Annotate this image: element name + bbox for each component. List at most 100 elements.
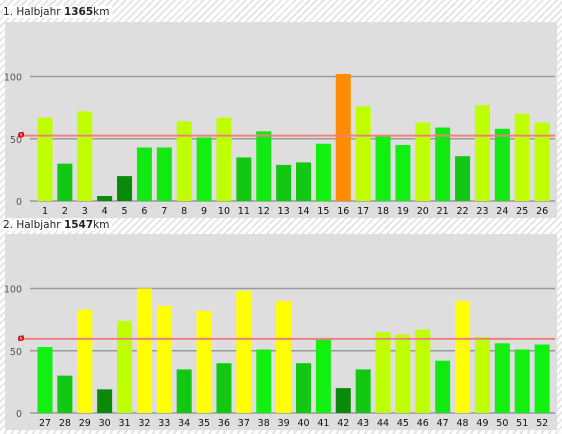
chart1-xtick-label: 1 bbox=[42, 206, 48, 217]
chart1-xtick-label: 12 bbox=[258, 206, 270, 217]
chart1-average-symbol: ø bbox=[18, 130, 25, 141]
chart1-bar[interactable] bbox=[355, 106, 371, 201]
chart1-bar[interactable] bbox=[474, 105, 490, 201]
chart2-bar[interactable] bbox=[514, 349, 530, 413]
chart2-xtick-label: 49 bbox=[476, 418, 488, 429]
chart2-bar[interactable] bbox=[117, 320, 133, 413]
chart2-xtick-label: 39 bbox=[278, 418, 290, 429]
chart2-panel: 0 50 100 27 28 29 30 31 32 33 34 35 36 37 38 39 40 41 42 43… bbox=[4, 234, 557, 430]
chart2-bar[interactable] bbox=[355, 369, 371, 413]
chart2-xtick-label: 50 bbox=[496, 418, 508, 429]
chart2-title-prefix: 2. Halbjahr bbox=[3, 219, 61, 231]
chart1-bar[interactable] bbox=[236, 157, 252, 201]
chart1-bar[interactable] bbox=[335, 74, 351, 201]
chart1-xtick-label: 22 bbox=[457, 206, 469, 217]
chart1-xtick-label: 7 bbox=[161, 206, 167, 217]
chart2-xtick-label: 33 bbox=[158, 418, 170, 429]
chart2-bar[interactable] bbox=[216, 363, 232, 413]
chart1-xtick-label: 2 bbox=[62, 206, 68, 217]
chart2-bar[interactable] bbox=[97, 389, 113, 413]
chart2-xtick-label: 31 bbox=[118, 418, 130, 429]
chart2-bar[interactable] bbox=[534, 344, 550, 413]
chart1-bar[interactable] bbox=[136, 147, 152, 201]
chart2-bar[interactable] bbox=[296, 363, 311, 413]
chart1-bar[interactable] bbox=[395, 144, 411, 201]
chart1-bar[interactable] bbox=[256, 131, 272, 201]
chart2-bar[interactable] bbox=[256, 349, 272, 413]
chart2-ytick-label: 100 bbox=[5, 285, 22, 296]
chart2-bar[interactable] bbox=[335, 388, 351, 413]
chart1-bar[interactable] bbox=[216, 117, 232, 201]
chart1-bar[interactable] bbox=[534, 122, 550, 201]
chart1-bar[interactable] bbox=[514, 113, 530, 201]
chart1-bar[interactable] bbox=[117, 176, 133, 201]
chart2-xtick-label: 52 bbox=[536, 418, 548, 429]
chart2-xtick-label: 28 bbox=[59, 418, 71, 429]
chart2-bar[interactable] bbox=[77, 309, 93, 413]
chart1-title-value: 1365 bbox=[63, 6, 94, 18]
chart1-bar[interactable] bbox=[77, 111, 93, 201]
chart1-xtick-label: 10 bbox=[218, 206, 230, 217]
chart1-xtick-label: 11 bbox=[238, 206, 250, 217]
chart2-bar[interactable] bbox=[156, 305, 172, 413]
chart1-xtick-label: 5 bbox=[122, 206, 128, 217]
chart2-bar[interactable] bbox=[455, 300, 471, 413]
chart1-bar[interactable] bbox=[375, 136, 391, 201]
chart1-bar[interactable] bbox=[494, 128, 510, 201]
chart1-bar[interactable] bbox=[156, 147, 172, 201]
chart1-title-prefix: 1. Halbjahr bbox=[3, 6, 61, 18]
chart2-xtick-label: 34 bbox=[178, 418, 190, 429]
chart1-xtick-label: 25 bbox=[516, 206, 528, 217]
chart1-xtick-label: 23 bbox=[476, 206, 488, 217]
chart1-bar[interactable] bbox=[455, 156, 471, 201]
chart2-ytick-label: 0 bbox=[16, 409, 22, 420]
chart2-bar[interactable] bbox=[415, 329, 431, 413]
chart1-ytick-label: 0 bbox=[16, 197, 22, 208]
chart1-bar[interactable] bbox=[415, 122, 431, 201]
chart2-xtick-label: 44 bbox=[377, 418, 389, 429]
chart2-xtick-label: 38 bbox=[258, 418, 270, 429]
chart1-bar[interactable] bbox=[37, 117, 53, 201]
chart2-bar[interactable] bbox=[395, 334, 411, 413]
chart2-bar[interactable] bbox=[176, 369, 192, 413]
chart1-xtick-label: 6 bbox=[141, 206, 147, 217]
chart1-xtick-label: 14 bbox=[297, 206, 309, 217]
chart1-xtick-label: 24 bbox=[496, 206, 508, 217]
chart1-xtick-label: 17 bbox=[357, 206, 369, 217]
chart2-xtick-label: 37 bbox=[238, 418, 250, 429]
chart2-xtick-label: 30 bbox=[99, 418, 111, 429]
chart1-bar[interactable] bbox=[196, 137, 212, 201]
chart1-bar[interactable] bbox=[57, 163, 73, 201]
chart1-bar[interactable] bbox=[435, 127, 451, 201]
chart2-bar[interactable] bbox=[276, 300, 292, 413]
chart1-xtick-label: 4 bbox=[102, 206, 108, 217]
chart2-xtick-label: 42 bbox=[337, 418, 349, 429]
chart2-xtick-label: 29 bbox=[79, 418, 91, 429]
chart1-bar[interactable] bbox=[276, 164, 292, 201]
chart2-xtick-label: 46 bbox=[417, 418, 429, 429]
chart2-bar[interactable] bbox=[57, 375, 73, 413]
chart2-bar[interactable] bbox=[236, 290, 252, 413]
chart2-bar[interactable] bbox=[375, 332, 391, 413]
chart2-bar[interactable] bbox=[136, 288, 152, 414]
chart2-bar[interactable] bbox=[435, 360, 451, 413]
chart1-bar[interactable] bbox=[97, 196, 113, 201]
chart2-title-unit: km bbox=[93, 219, 110, 231]
chart1-bar[interactable] bbox=[176, 121, 192, 201]
chart1-xtick-label: 9 bbox=[201, 206, 207, 217]
chart2-xtick-label: 47 bbox=[437, 418, 449, 429]
chart2-xtick-label: 41 bbox=[317, 418, 329, 429]
chart2-bar[interactable] bbox=[474, 337, 490, 413]
chart1-xtick-label: 20 bbox=[417, 206, 429, 217]
chart2-bar[interactable] bbox=[494, 343, 510, 413]
chart2-average-symbol: ø bbox=[18, 333, 25, 344]
chart2-bar[interactable] bbox=[37, 347, 53, 413]
chart1-bar[interactable] bbox=[315, 143, 331, 201]
chart2-bar[interactable] bbox=[315, 338, 331, 413]
chart2-xtick-label: 35 bbox=[198, 418, 210, 429]
chart2-xtick-label: 43 bbox=[357, 418, 369, 429]
chart1-xtick-label: 15 bbox=[317, 206, 329, 217]
chart1-bar[interactable] bbox=[296, 162, 311, 201]
chart2-bar[interactable] bbox=[196, 310, 212, 413]
